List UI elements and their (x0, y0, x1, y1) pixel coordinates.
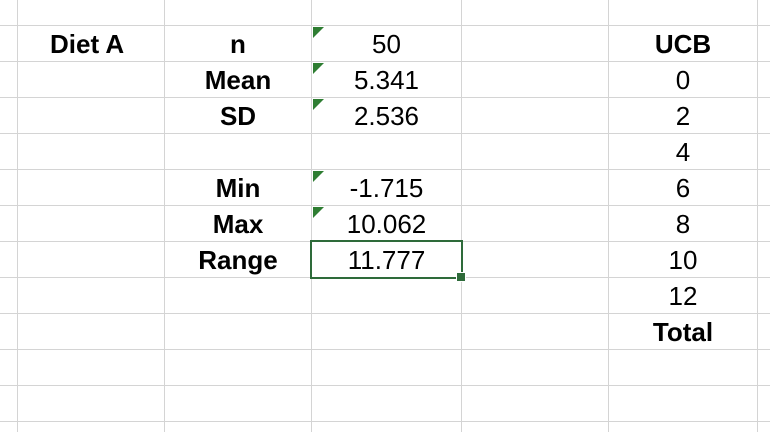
ucb-header[interactable]: UCB (654, 29, 712, 59)
ucb-value[interactable]: 10 (668, 245, 698, 275)
column-divider (608, 0, 609, 432)
stat-label-min[interactable]: Min (215, 173, 261, 203)
stat-label-mean[interactable]: Mean (204, 65, 272, 95)
selected-cell-outline[interactable] (310, 240, 463, 279)
stat-value-sd[interactable]: 2.536 (353, 101, 420, 131)
row-divider (0, 61, 770, 62)
row-divider (0, 169, 770, 170)
column-divider (311, 0, 312, 432)
error-flag-icon[interactable] (313, 207, 324, 218)
stat-label-sd[interactable]: SD (219, 101, 257, 131)
stat-value-max[interactable]: 10.062 (346, 209, 427, 239)
row-divider (0, 25, 770, 26)
row-divider (0, 205, 770, 206)
ucb-value[interactable]: 12 (668, 281, 698, 311)
ucb-value[interactable]: 4 (675, 137, 691, 167)
ucb-value[interactable]: 2 (675, 101, 691, 131)
column-divider (461, 0, 462, 432)
column-divider (757, 0, 758, 432)
stat-value-range[interactable]: 11.777 (347, 245, 426, 275)
error-flag-icon[interactable] (313, 171, 324, 182)
diet-label-cell[interactable]: Diet A (50, 29, 125, 59)
error-flag-icon[interactable] (313, 99, 324, 110)
ucb-value[interactable]: 0 (675, 65, 691, 95)
row-divider (0, 421, 770, 422)
column-divider (17, 0, 18, 432)
error-flag-icon[interactable] (313, 63, 324, 74)
stat-value-min[interactable]: -1.715 (349, 173, 424, 203)
column-divider (164, 0, 165, 432)
row-divider (0, 349, 770, 350)
ucb-value[interactable]: 6 (675, 173, 691, 203)
ucb-value[interactable]: 8 (675, 209, 691, 239)
stat-label-n[interactable]: n (230, 29, 246, 59)
row-divider (0, 313, 770, 314)
stat-label-range[interactable]: Range (198, 245, 278, 275)
ucb-total-label[interactable]: Total (652, 317, 714, 347)
row-divider (0, 385, 770, 386)
row-divider (0, 133, 770, 134)
fill-handle[interactable] (456, 272, 466, 282)
stat-value-mean[interactable]: 5.341 (353, 65, 420, 95)
stat-label-max[interactable]: Max (212, 209, 264, 239)
stat-value-n[interactable]: 50 (372, 29, 401, 59)
row-divider (0, 97, 770, 98)
error-flag-icon[interactable] (313, 27, 324, 38)
